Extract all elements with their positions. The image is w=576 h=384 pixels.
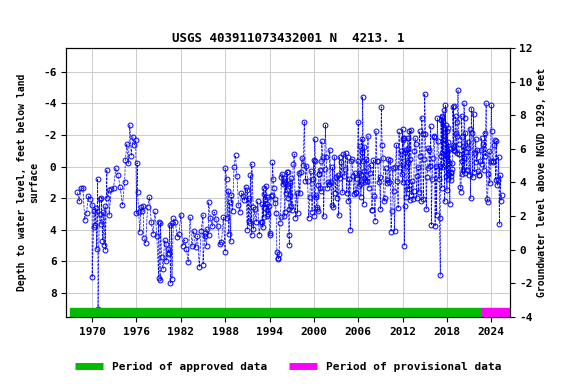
Bar <box>482 308 510 317</box>
Bar <box>70 308 482 317</box>
Y-axis label: Groundwater level above NGVD 1929, feet: Groundwater level above NGVD 1929, feet <box>537 68 547 297</box>
Y-axis label: Depth to water level, feet below land
surface: Depth to water level, feet below land su… <box>17 74 39 291</box>
Legend: Period of approved data, Period of provisional data: Period of approved data, Period of provi… <box>70 358 506 377</box>
Title: USGS 403911073432001 N  4213. 1: USGS 403911073432001 N 4213. 1 <box>172 32 404 45</box>
